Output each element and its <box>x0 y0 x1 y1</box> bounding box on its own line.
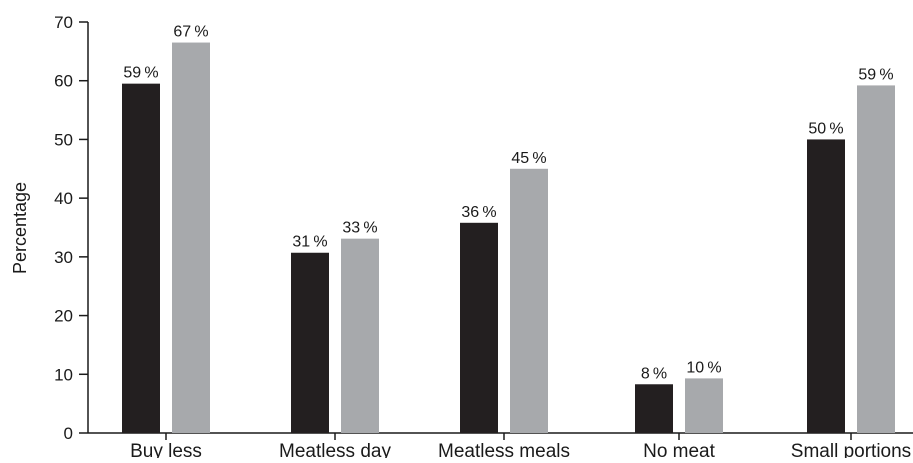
bar-value-label: 8 % <box>641 365 667 382</box>
bar-series-1 <box>122 84 160 433</box>
bar-series-1 <box>291 253 329 433</box>
y-tick-label: 60 <box>54 72 73 91</box>
x-category-label: Meatless meals <box>438 441 570 458</box>
y-tick-label: 0 <box>64 424 73 443</box>
bar-value-label: 45 % <box>511 150 546 167</box>
y-tick-label: 30 <box>54 248 73 267</box>
y-axis-title: Percentage <box>10 182 30 274</box>
bar-value-label: 31 % <box>292 234 327 251</box>
bar-series-2 <box>685 378 723 433</box>
x-category-label: Meatless day <box>279 441 391 458</box>
bar-value-label: 59 % <box>123 65 158 82</box>
bar-series-1 <box>635 384 673 433</box>
bars <box>122 43 895 433</box>
bar-series-1 <box>807 139 845 433</box>
y-tick-label: 70 <box>54 13 73 32</box>
bar-value-label: 36 % <box>461 204 496 221</box>
bar-value-label: 33 % <box>342 220 377 237</box>
bar-value-label: 10 % <box>686 359 721 376</box>
x-category-label: No meat <box>643 441 716 458</box>
bar-value-label: 50 % <box>808 120 843 137</box>
y-tick-label: 10 <box>54 365 73 384</box>
y-tick-label: 20 <box>54 307 73 326</box>
bar-series-2 <box>857 85 895 433</box>
bar-series-2 <box>510 169 548 433</box>
x-category-label: Small portions <box>791 441 911 458</box>
y-tick-label: 50 <box>54 130 73 149</box>
y-tick-label: 40 <box>54 189 73 208</box>
x-category-label: Buy less <box>130 441 202 458</box>
y-axis-ticks: 0 10 20 30 40 50 60 70 <box>54 13 88 443</box>
bar-series-2 <box>172 43 210 433</box>
bar-value-label: 67 % <box>173 24 208 41</box>
data-labels: 59 % 31 % 36 % 8 % 50 % 67 % 33 % 45 % 10 % 59 % <box>123 24 893 383</box>
bar-series-2 <box>341 239 379 433</box>
bar-value-label: 59 % <box>858 66 893 83</box>
x-axis-categories: Buy less Meatless day Meatless meals No mea… <box>130 433 911 458</box>
bar-series-1 <box>460 223 498 433</box>
